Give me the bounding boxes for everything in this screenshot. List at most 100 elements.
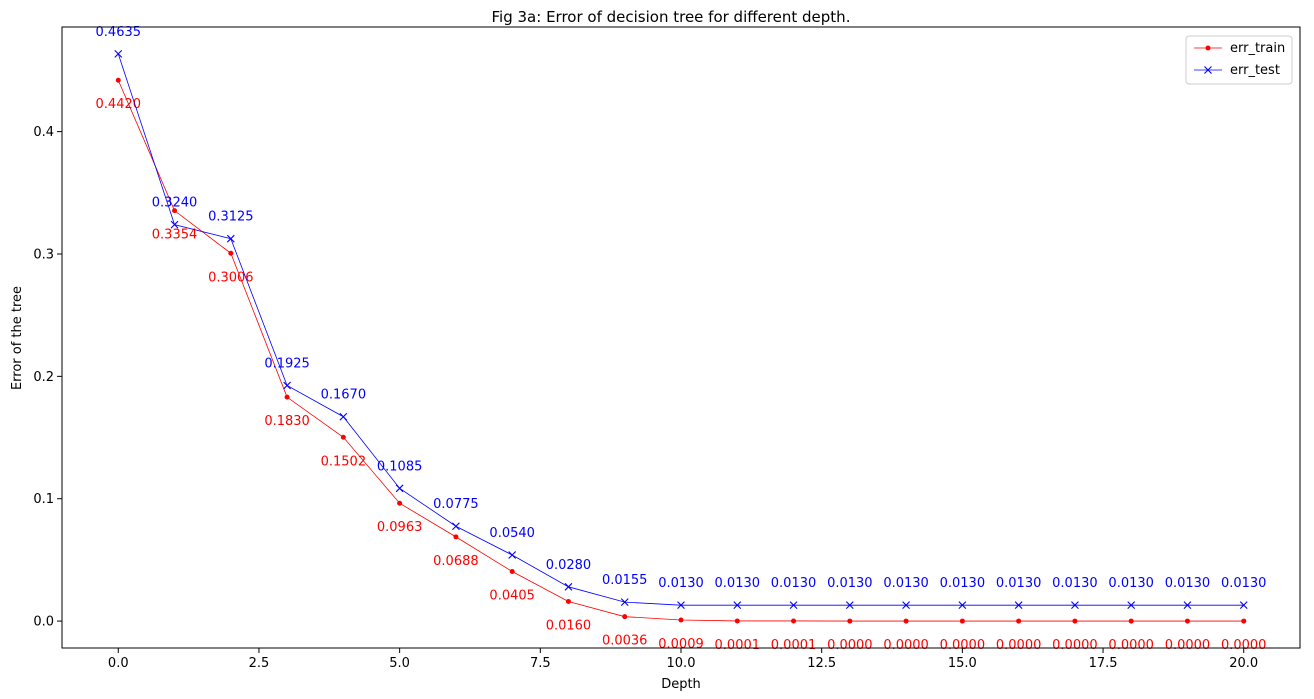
data-label-err-test: 0.4635 [96, 25, 142, 40]
data-point-err-train [397, 500, 403, 506]
data-label-err-test: 0.1925 [264, 357, 310, 372]
data-label-err-train: 0.0405 [489, 589, 535, 604]
data-point-err-test [395, 484, 404, 493]
data-label-err-test: 0.0130 [827, 576, 873, 591]
x-tick-label: 0.0 [108, 656, 129, 671]
data-label-err-test: 0.0130 [1052, 576, 1098, 591]
data-label-err-test: 0.0130 [1221, 576, 1267, 591]
data-label-err-train: 0.1830 [264, 414, 310, 429]
x-tick-label: 7.5 [530, 656, 551, 671]
series-err-train: 0.4420 0.3354 0.3006 0.1830 0.1502 0.0963 0.06… [96, 77, 1267, 653]
data-point-err-test [1071, 601, 1079, 610]
y-tick-label: 0.2 [33, 370, 54, 385]
data-point-err-train [791, 618, 797, 624]
data-label-err-test: 0.0130 [658, 576, 704, 591]
data-label-err-train: 0.0160 [546, 619, 592, 634]
data-label-err-train: 0.0000 [940, 638, 986, 653]
data-point-err-train [115, 77, 121, 83]
data-point-err-train [1072, 618, 1078, 624]
data-point-err-train [847, 618, 853, 624]
data-label-err-test: 0.0775 [433, 497, 479, 512]
data-point-err-test [452, 522, 460, 531]
data-point-err-train [565, 599, 571, 605]
data-label-err-train: 0.0000 [883, 638, 929, 653]
y-tick-label: 0.0 [33, 615, 54, 630]
data-label-err-test: 0.0280 [546, 558, 592, 573]
data-point-err-train [284, 394, 290, 400]
data-label-err-test: 0.0130 [1165, 576, 1211, 591]
data-point-err-train [1241, 618, 1247, 624]
data-label-err-train: 0.0000 [1052, 638, 1098, 653]
data-point-err-train [622, 614, 628, 620]
data-label-err-train: 0.0000 [1108, 638, 1154, 653]
data-point-err-test [226, 234, 235, 243]
data-label-err-test: 0.0130 [940, 576, 986, 591]
data-point-err-test [733, 601, 742, 610]
data-point-err-test [677, 601, 685, 610]
legend-marker-err-test [1204, 66, 1212, 74]
data-point-err-train [453, 534, 459, 540]
x-tick-label: 15.0 [948, 656, 977, 671]
data-point-err-test [339, 412, 348, 421]
series-err-test: 0.4635 0.3240 0.3125 0.1925 0.1670 0.1085 0.07… [96, 25, 1267, 610]
data-label-err-test: 0.0130 [771, 576, 817, 591]
data-label-err-test: 0.0130 [715, 576, 761, 591]
legend-label-err-train: err_train [1230, 41, 1285, 56]
data-label-err-train: 0.1502 [321, 454, 367, 469]
data-point-err-train [228, 250, 234, 256]
data-point-err-test [114, 50, 123, 58]
data-label-err-test: 0.0130 [996, 576, 1042, 591]
data-label-err-train: 0.0963 [377, 520, 423, 535]
legend: err_train err_test [1185, 35, 1293, 85]
data-point-err-train [172, 208, 178, 214]
data-label-err-test: 0.3125 [208, 210, 254, 225]
data-label-err-train: 0.0036 [602, 634, 648, 649]
data-label-err-train: 0.3354 [152, 228, 198, 243]
data-label-err-test: 0.0540 [489, 526, 535, 541]
data-point-err-test [283, 381, 291, 390]
data-point-err-test [902, 601, 910, 610]
y-tick-label: 0.3 [33, 247, 54, 262]
data-point-err-train [959, 618, 965, 624]
data-point-err-test [789, 601, 798, 610]
data-point-err-test [170, 220, 179, 229]
data-point-err-test [508, 551, 517, 559]
data-point-err-test [564, 582, 573, 591]
data-label-err-train: 0.0688 [433, 554, 479, 569]
data-point-err-train [509, 569, 515, 575]
data-point-err-train [903, 618, 909, 624]
data-point-err-train [1016, 618, 1022, 624]
data-label-err-train: 0.0000 [996, 638, 1042, 653]
data-label-err-train: 0.0000 [1165, 638, 1211, 653]
data-point-err-test [1014, 601, 1023, 610]
data-point-err-test [1127, 601, 1136, 610]
data-label-err-train: 0.0000 [827, 638, 873, 653]
data-point-err-test [1183, 601, 1192, 610]
data-label-err-train: 0.4420 [96, 97, 142, 112]
data-point-err-test [1239, 601, 1248, 610]
y-tick-label: 0.1 [33, 492, 54, 507]
data-point-err-test [845, 601, 854, 610]
data-label-err-test: 0.1670 [321, 388, 367, 403]
data-point-err-train [1128, 618, 1134, 624]
data-point-err-train [1184, 618, 1190, 624]
x-tick-label: 20.0 [1229, 656, 1258, 671]
data-label-err-test: 0.1085 [377, 459, 423, 474]
data-label-err-train: 0.0000 [1221, 638, 1267, 653]
y-axis-title: Error of the tree [10, 286, 25, 390]
data-label-err-test: 0.3240 [152, 196, 198, 211]
data-label-err-test: 0.0130 [883, 576, 929, 591]
data-label-err-train: 0.3006 [208, 270, 254, 285]
x-tick-label: 2.5 [249, 656, 270, 671]
data-label-err-test: 0.0130 [1108, 576, 1154, 591]
chart-title: Fig 3a: Error of decision tree for diffe… [492, 8, 851, 26]
data-point-err-test [958, 601, 967, 610]
x-axis: 0.0 2.5 5.0 7.5 10.0 12.5 15.0 17.5 20.0 [108, 648, 1258, 671]
x-axis-title: Depth [661, 677, 701, 692]
data-point-err-test [620, 598, 629, 607]
data-point-err-train [734, 618, 740, 624]
legend-marker-err-train [1205, 45, 1211, 51]
data-point-err-train [678, 617, 684, 623]
